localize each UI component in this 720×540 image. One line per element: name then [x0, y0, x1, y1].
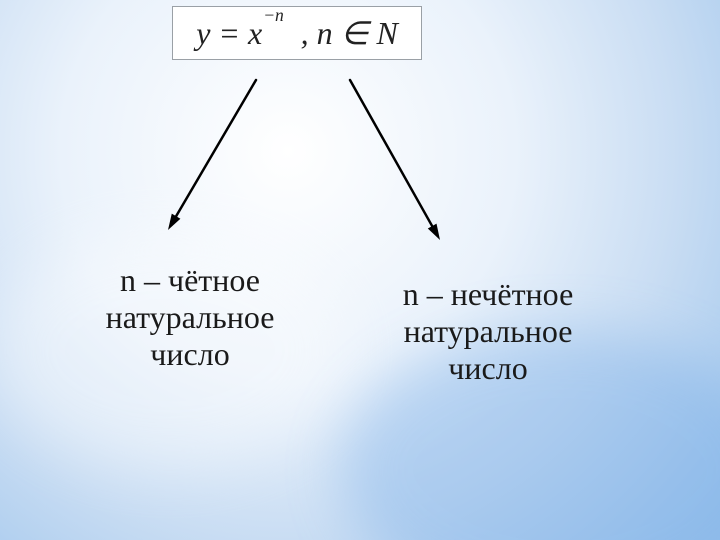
formula-y: y: [196, 15, 210, 51]
formula: y = x−n, n ∈ N: [196, 17, 398, 49]
formula-x: x: [248, 15, 262, 51]
slide: y = x−n, n ∈ N n – чётное натуральное чи…: [0, 0, 720, 540]
formula-box: y = x−n, n ∈ N: [172, 6, 422, 60]
formula-n: n: [317, 15, 333, 51]
formula-comma: ,: [301, 15, 317, 51]
formula-set: N: [376, 15, 397, 51]
formula-in: ∈: [333, 15, 377, 51]
caption-right: n – нечётное натуральное число: [358, 276, 618, 386]
caption-left: n – чётное натуральное число: [70, 262, 310, 372]
arrow-right: [330, 60, 460, 260]
formula-eq: =: [210, 15, 248, 51]
formula-exp: −n: [263, 7, 284, 25]
arrow-left: [148, 60, 276, 250]
